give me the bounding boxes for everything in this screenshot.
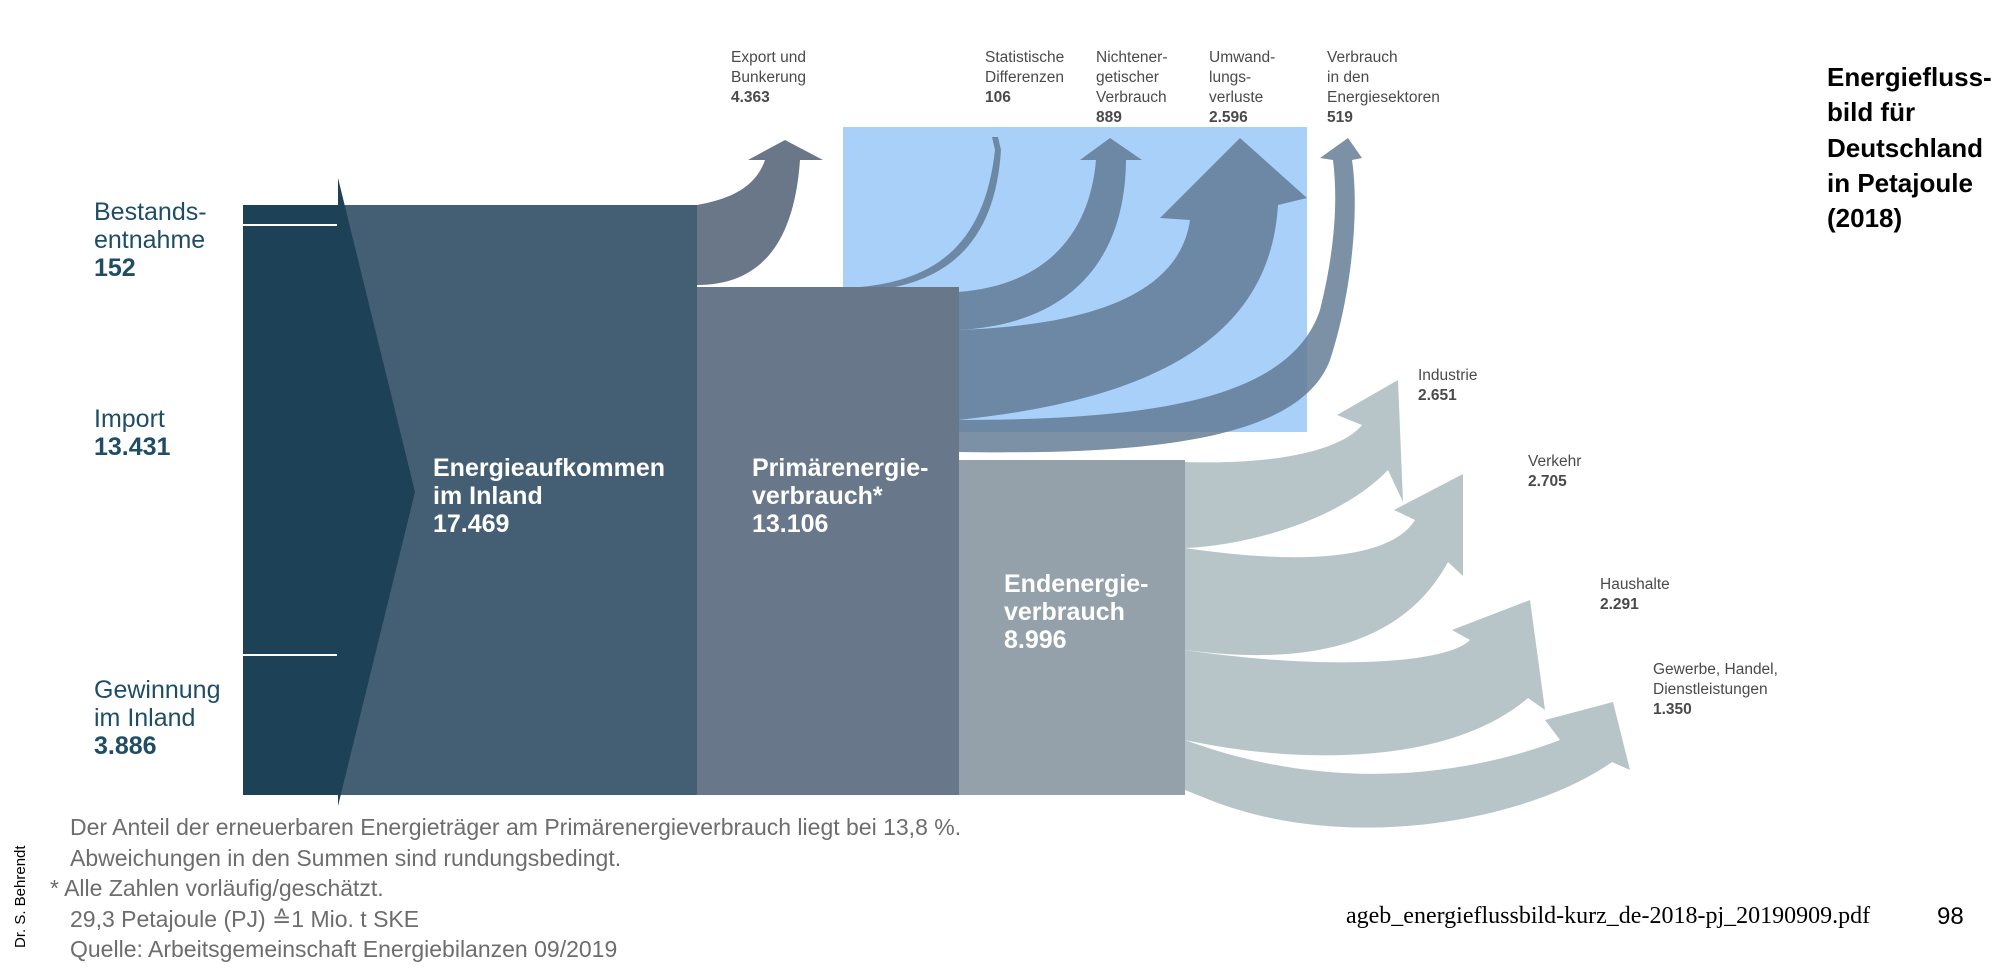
diagram-title: Energiefluss- bild für Deutschland in Pe… <box>1827 60 1992 237</box>
output-label-umwandlungsverluste: Umwand- lungs- verluste 2.596 <box>1209 48 1275 129</box>
label-line: Haushalte <box>1600 576 1670 593</box>
block-label-energieaufkommen: Energieaufkommen im Inland 17.469 <box>433 454 665 538</box>
author-credit: Dr. S. Behrendt <box>12 845 29 948</box>
label-line: lungs- <box>1209 69 1252 87</box>
label-value: 3.886 <box>94 732 157 760</box>
label-line: verbrauch <box>1004 598 1125 626</box>
export-arrow <box>697 140 823 285</box>
title-line-4: in Petajoule <box>1827 168 1973 199</box>
output-label-nichtenergetisch: Nichtener- getischer Verbrauch 889 <box>1096 48 1168 129</box>
label-line: Verkehr <box>1528 453 1582 470</box>
title-line-1: Energiefluss- <box>1827 62 1992 92</box>
source-label-import: Import 13.431 <box>94 405 170 461</box>
label-line: Gewinnung <box>94 676 221 704</box>
label-line: Umwand- <box>1209 49 1276 66</box>
sector-label-haushalte: Haushalte 2.291 <box>1600 575 1670 615</box>
block-label-primaerenergie: Primärenergie- verbrauch* 13.106 <box>752 454 928 538</box>
sector-label-verkehr: Verkehr 2.705 <box>1528 452 1581 492</box>
label-value: 13.431 <box>94 433 171 461</box>
label-value: 2.291 <box>1600 596 1639 614</box>
label-line: in den <box>1327 69 1370 87</box>
sector-arrow-haushalte <box>1185 600 1545 756</box>
output-label-energiesektoren: Verbrauch in den Energiesektoren 519 <box>1327 48 1440 129</box>
sector-label-gewerbe: Gewerbe, Handel, Dienstleistungen 1.350 <box>1653 660 1778 720</box>
title-line-2: bild für <box>1827 97 1916 128</box>
footnote-line: Abweichungen in den Summen sind rundungs… <box>70 844 622 871</box>
label-line: Energiesektoren <box>1327 89 1440 107</box>
label-line: Bestands- <box>94 198 207 226</box>
label-value: 2.651 <box>1418 387 1457 405</box>
block-primaerenergieverbrauch <box>697 287 959 795</box>
label-line: Industrie <box>1418 367 1478 384</box>
block-label-endenergie: Endenergie- verbrauch 8.996 <box>1004 570 1148 654</box>
sector-arrow-gewerbe <box>1185 702 1630 828</box>
block-quellen <box>243 178 415 806</box>
arrow-nichtenergetischer-verbrauch <box>958 138 1142 330</box>
arrow-umwandlungsverluste <box>958 138 1307 420</box>
arrow-energiesektoren <box>958 138 1362 453</box>
page-number: 98 <box>1937 903 1964 930</box>
sector-label-industrie: Industrie 2.651 <box>1418 366 1477 406</box>
label-line: Verbrauch <box>1327 49 1398 66</box>
label-line: getischer <box>1096 69 1159 87</box>
block-endenergieverbrauch <box>959 460 1185 795</box>
label-line: Verbrauch <box>1096 89 1167 107</box>
label-value: 519 <box>1327 109 1353 127</box>
label-line: im Inland <box>94 704 196 732</box>
output-label-statistische-differenzen: Statistische Differenzen 106 <box>985 48 1064 108</box>
label-line: Export und <box>731 49 806 66</box>
label-line: entnahme <box>94 226 206 254</box>
label-value: 2.596 <box>1209 109 1248 127</box>
label-line: Bunkerung <box>731 69 806 87</box>
title-line-5: (2018) <box>1827 203 1903 234</box>
label-line: Energieaufkommen <box>433 454 666 482</box>
label-value: 2.705 <box>1528 473 1567 491</box>
output-label-export: Export und Bunkerung 4.363 <box>731 48 806 108</box>
footnote-line: * Alle Zahlen vorläufig/geschätzt. <box>50 875 384 902</box>
label-value: 13.106 <box>752 510 829 538</box>
label-line: Nichtener- <box>1096 49 1168 66</box>
footnote-line: Der Anteil der erneuerbaren Energieträge… <box>70 814 962 840</box>
footnotes: Der Anteil der erneuerbaren Energieträge… <box>50 812 962 965</box>
label-value: 889 <box>1096 109 1122 127</box>
label-line: Gewerbe, Handel, <box>1653 661 1778 678</box>
label-value: 1.350 <box>1653 701 1692 719</box>
label-line: Statistische <box>985 49 1065 66</box>
title-line-3: Deutschland <box>1827 132 1984 163</box>
source-label-bestandsentnahme: Bestands- entnahme 152 <box>94 198 207 282</box>
footnote-line: Quelle: Arbeitsgemeinschaft Energiebilan… <box>70 936 618 963</box>
label-line: im Inland <box>433 482 543 510</box>
label-line: verluste <box>1209 89 1264 107</box>
label-value: 152 <box>94 254 136 282</box>
label-line: Differenzen <box>985 69 1064 87</box>
arrow-statistische-differenzen <box>843 137 1001 292</box>
label-value: 4.363 <box>731 89 770 107</box>
label-line: Endenergie- <box>1004 570 1149 598</box>
label-value: 8.996 <box>1004 626 1067 654</box>
footnote-line: 29,3 Petajoule (PJ) ≙1 Mio. t SKE <box>70 905 420 932</box>
source-file-reference: ageb_energieflussbild-kurz_de-2018-pj_20… <box>1346 903 1871 929</box>
label-line: Primärenergie- <box>752 454 929 482</box>
sector-arrow-industrie <box>1185 380 1403 548</box>
label-line: Import <box>94 405 165 433</box>
sector-arrow-verkehr <box>1185 474 1463 656</box>
label-value: 106 <box>985 89 1011 107</box>
label-line: verbrauch* <box>752 482 883 510</box>
label-line: Dienstleistungen <box>1653 681 1768 699</box>
source-label-gewinnung: Gewinnung im Inland 3.886 <box>94 676 220 760</box>
label-value: 17.469 <box>433 510 510 538</box>
